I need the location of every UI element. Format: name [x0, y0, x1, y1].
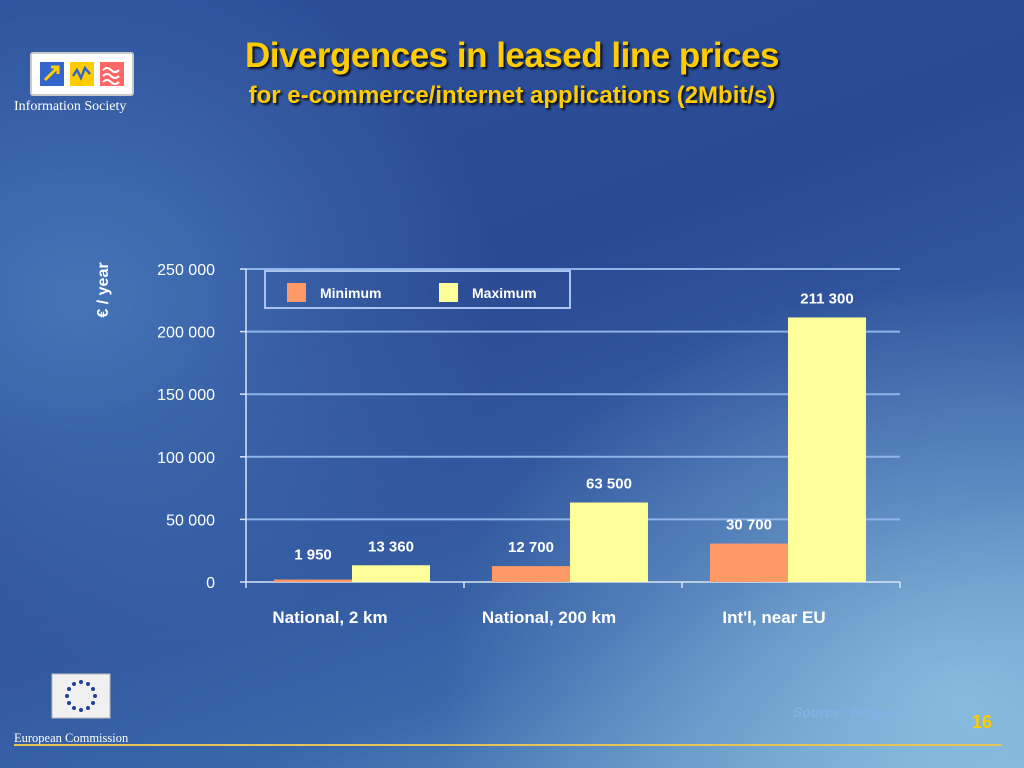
y-tick-label: 200 000 — [157, 325, 215, 342]
x-category-label: National, 200 km — [482, 608, 616, 627]
data-label: 13 360 — [368, 538, 414, 555]
data-label: 1 950 — [294, 547, 332, 564]
x-category-label: Int'l, near EU — [722, 608, 825, 627]
data-label: 30 700 — [726, 517, 772, 534]
european-commission-logo: European Commission — [14, 672, 154, 746]
slide-title: Divergences in leased line prices — [244, 36, 780, 75]
data-label: 211 300 — [800, 290, 853, 307]
legend-swatch-maximum — [439, 283, 458, 302]
bars — [274, 317, 866, 582]
bar-maximum — [788, 317, 866, 582]
information-society-icon — [30, 52, 134, 96]
y-tick-label: 150 000 — [157, 387, 215, 404]
page-number: 16 — [972, 712, 993, 732]
legend: Minimum Maximum — [264, 270, 571, 309]
y-tick-label: 0 — [206, 575, 215, 592]
european-commission-label: European Commission — [14, 731, 129, 745]
bar-maximum — [352, 565, 430, 582]
y-tick-label: 100 000 — [157, 450, 215, 467]
y-axis-label: € / year — [95, 262, 112, 317]
eu-flag-icon — [51, 673, 111, 719]
legend-label-minimum: Minimum — [320, 285, 381, 301]
source-note: Source: Teligen — [793, 704, 898, 720]
y-tick-label: 250 000 — [157, 262, 215, 279]
bar-minimum — [710, 543, 788, 582]
bar-maximum — [570, 502, 648, 582]
x-category-label: National, 2 km — [272, 608, 387, 627]
legend-label-maximum: Maximum — [472, 285, 537, 301]
tick-labels: 0 50 000 100 000 150 000 200 000 250 000 Natio… — [157, 262, 825, 627]
footer-divider — [14, 744, 1002, 746]
y-tick-label: 50 000 — [166, 512, 215, 529]
data-labels: 1 950 13 360 12 700 63 500 30 700 211 300 — [294, 290, 853, 563]
information-society-label: Information Society — [14, 99, 127, 114]
data-label: 12 700 — [508, 539, 554, 556]
bar-minimum — [274, 579, 352, 582]
slide-subtitle: for e-commerce/internet applications (2M… — [248, 82, 776, 109]
legend-swatch-minimum — [287, 283, 306, 302]
bar-minimum — [492, 566, 570, 582]
data-label: 63 500 — [586, 475, 632, 492]
legend-box — [264, 270, 571, 309]
information-society-logo: Information Society — [14, 52, 146, 115]
